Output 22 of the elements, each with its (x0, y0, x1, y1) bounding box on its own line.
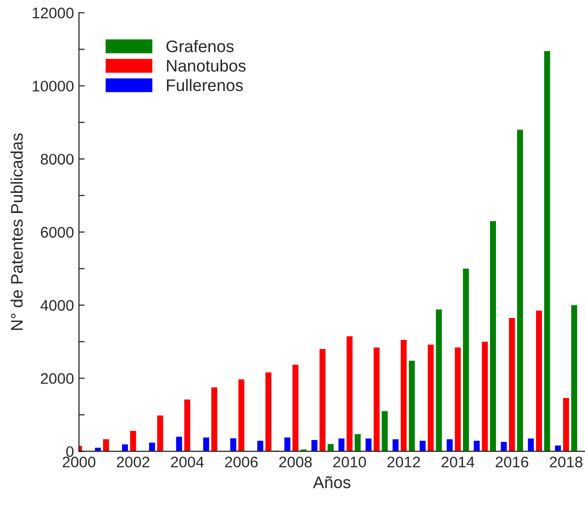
y-tick-label: 4000 (40, 300, 74, 311)
x-tick-label: 2004 (170, 456, 204, 468)
x-tick-label: 2006 (225, 456, 258, 468)
x-axis-title: Años (313, 476, 350, 488)
x-tick-label: 2010 (333, 456, 366, 468)
x-tick-label: 2000 (62, 456, 96, 468)
y-tick-label: 2000 (40, 373, 74, 384)
y-axis-title: N° de Patentes Publicadas (10, 133, 23, 330)
x-tick-label: 2018 (550, 456, 582, 468)
y-tick-label: 12000 (32, 8, 74, 18)
legend-label: Grafenos (166, 40, 234, 52)
legend-label: Fullerenos (167, 78, 243, 92)
x-tick-label: 2002 (116, 456, 150, 468)
x-tick-label: 2008 (279, 456, 312, 468)
y-tick-label: 0 (66, 446, 74, 458)
legend-label: Nanotubos (167, 59, 246, 72)
y-tick-label: 6000 (40, 226, 74, 238)
y-tick-label: 8000 (40, 154, 74, 165)
x-tick-label: 2016 (496, 456, 528, 468)
y-tick-label: 10000 (32, 80, 74, 92)
x-tick-label: 2014 (442, 456, 474, 468)
x-tick-label: 2012 (387, 456, 420, 468)
